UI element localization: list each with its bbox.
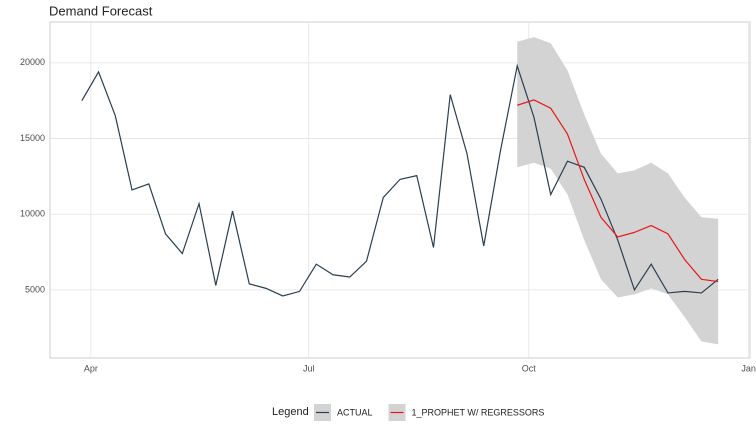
legend-title: Legend xyxy=(272,406,309,418)
x-tick-label: Jul xyxy=(303,363,315,373)
x-tick-label: Oct xyxy=(522,363,537,373)
y-tick-label: 5000 xyxy=(25,284,45,294)
x-tick-label: Apr xyxy=(84,363,98,373)
y-tick-label: 15000 xyxy=(20,133,45,143)
series-line xyxy=(81,63,719,297)
legend-label: 1_PROPHET W/ REGRESSORS xyxy=(412,407,545,417)
y-tick-label: 10000 xyxy=(20,209,45,219)
x-tick-label: Jan xyxy=(741,363,756,373)
plot-border xyxy=(49,21,751,359)
y-tick-label: 20000 xyxy=(20,57,45,67)
chart-title: Demand Forecast xyxy=(49,3,153,18)
legend-label: ACTUAL xyxy=(337,407,373,417)
series-line xyxy=(517,99,719,283)
confidence-band xyxy=(517,37,719,345)
